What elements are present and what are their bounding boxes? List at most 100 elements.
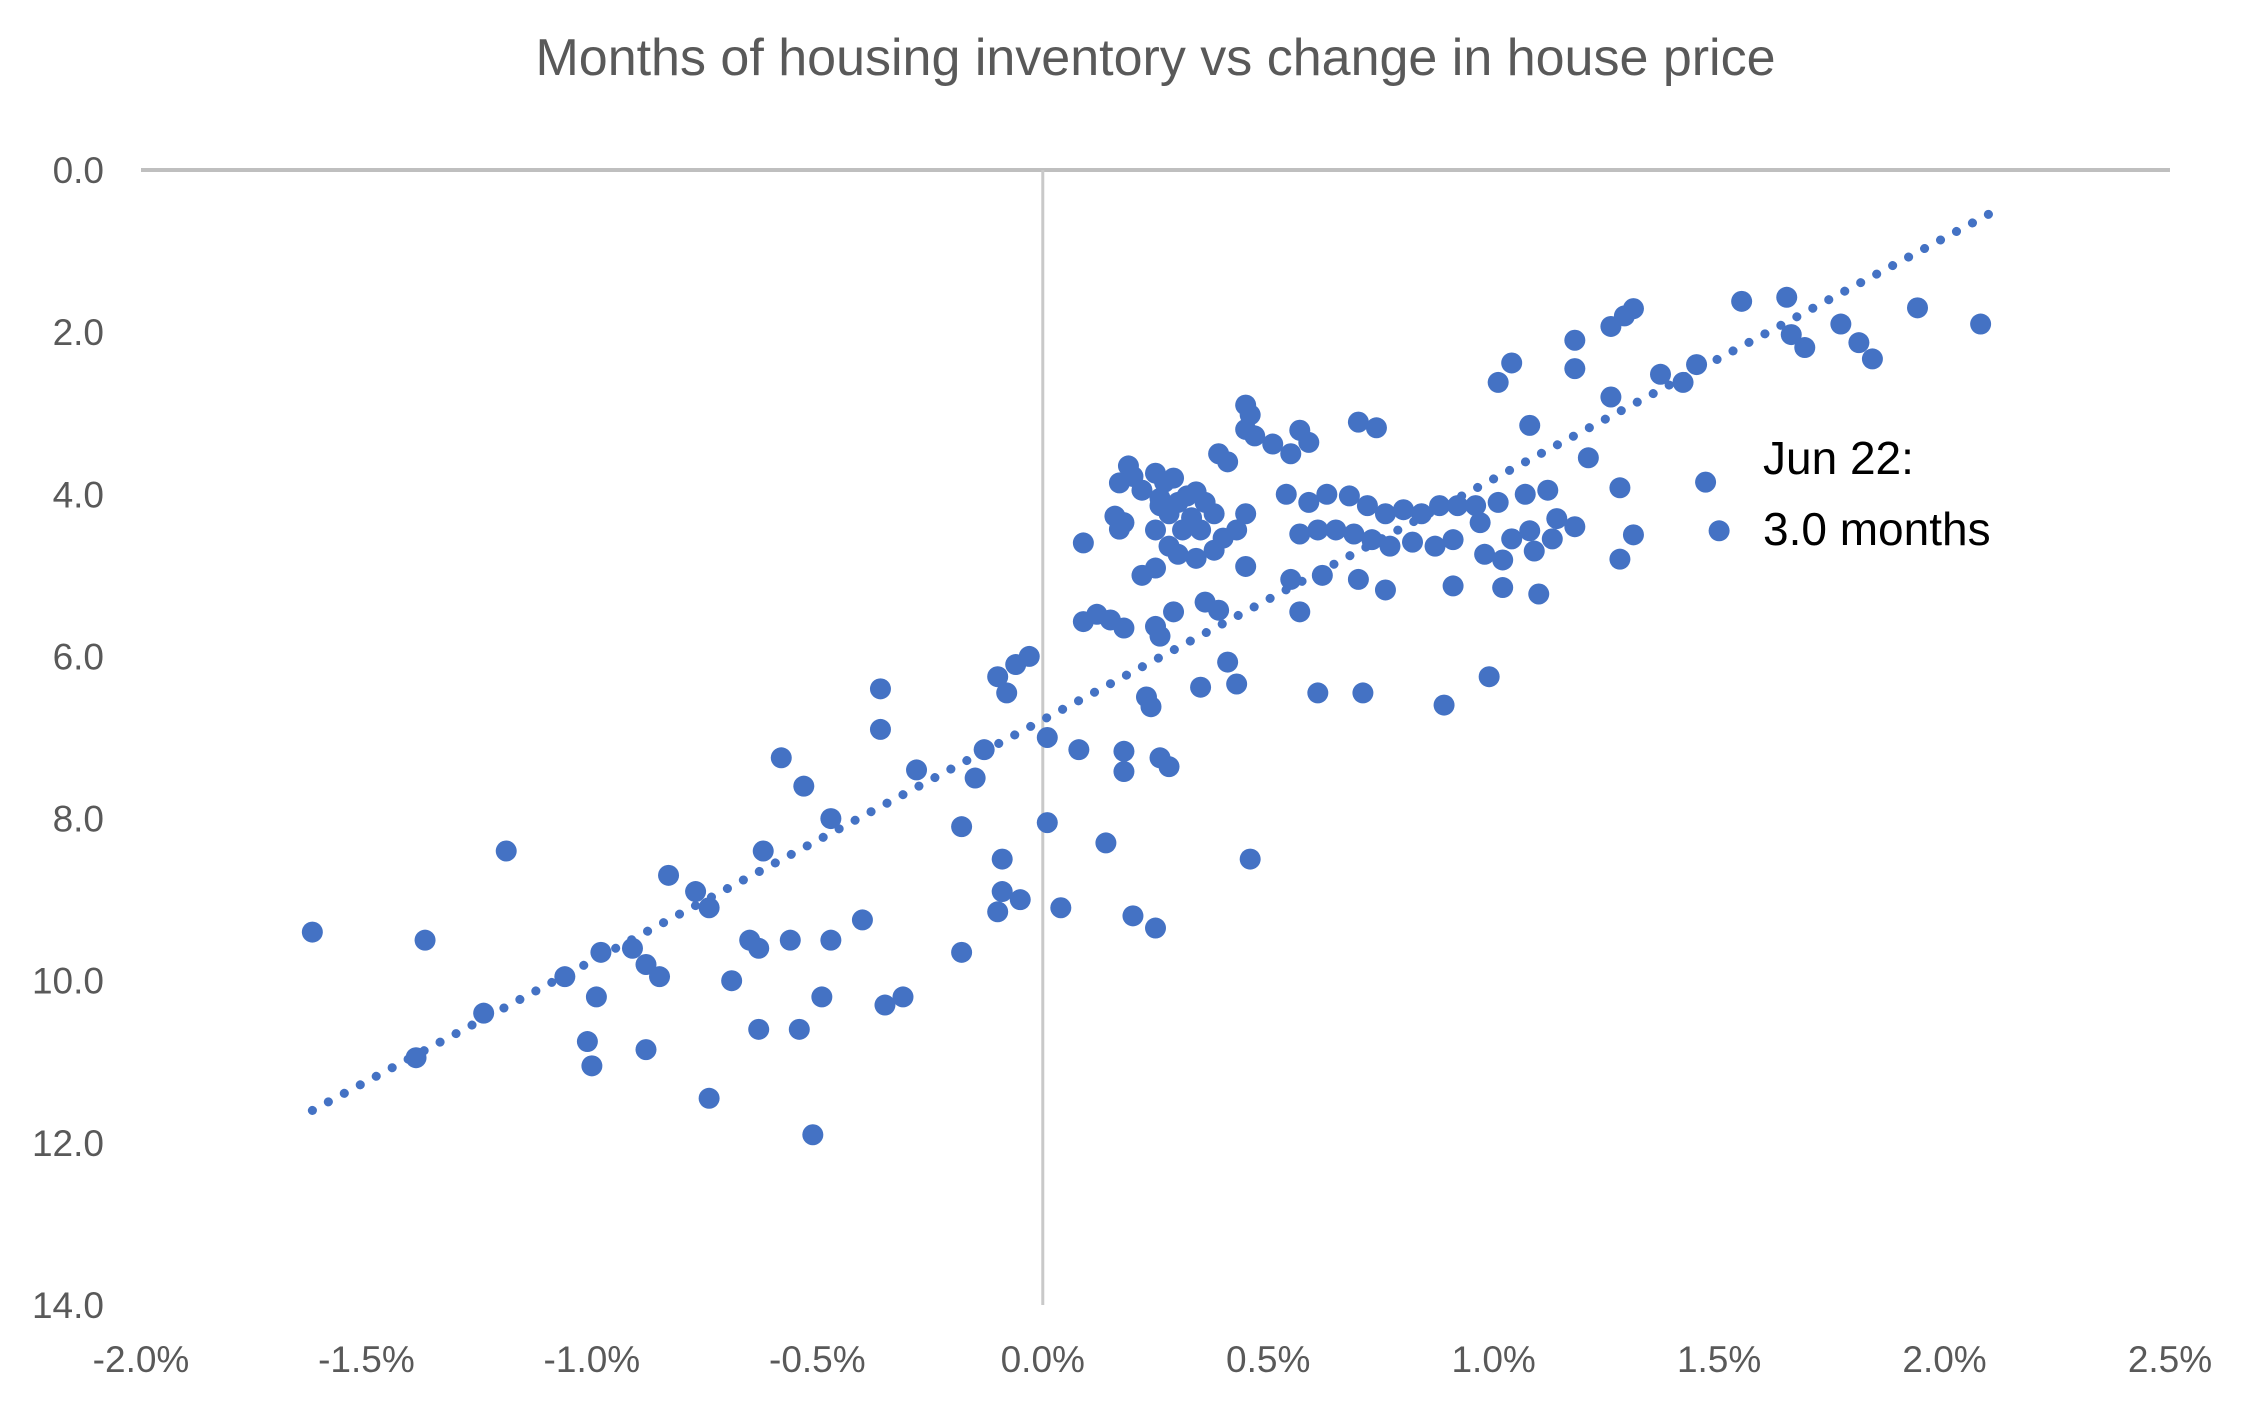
- data-point: [1537, 479, 1559, 501]
- data-point: [1235, 555, 1257, 577]
- data-point: [1311, 564, 1333, 586]
- data-point: [1672, 371, 1694, 393]
- data-point: [1501, 528, 1523, 550]
- data-point: [1343, 523, 1365, 545]
- data-point: [1474, 543, 1496, 565]
- data-point: [658, 864, 680, 886]
- data-point: [820, 929, 842, 951]
- data-point: [685, 881, 707, 903]
- data-point: [1600, 386, 1622, 408]
- data-point: [1447, 495, 1469, 517]
- data-point: [1907, 297, 1929, 319]
- data-point: [1411, 503, 1433, 525]
- data-point: [1365, 417, 1387, 439]
- data-point: [1970, 313, 1992, 335]
- data-point: [1794, 337, 1816, 359]
- data-point: [1609, 477, 1631, 499]
- data-point: [1036, 727, 1058, 748]
- data-point: [1487, 491, 1509, 513]
- data-point: [1442, 529, 1464, 551]
- data-point: [1131, 564, 1153, 586]
- data-point: [1239, 848, 1261, 870]
- data-point: [1316, 483, 1338, 505]
- data-point: [621, 937, 643, 959]
- data-point: [770, 747, 792, 769]
- data-point: [1289, 523, 1311, 545]
- data-point: [1686, 354, 1708, 376]
- y-tick-label: 14.0: [32, 1285, 104, 1326]
- data-point: [1374, 503, 1396, 525]
- data-point: [1402, 531, 1424, 553]
- data-point: [1280, 443, 1302, 465]
- data-point: [1280, 568, 1302, 590]
- data-point: [1541, 528, 1563, 550]
- data-point: [1262, 433, 1284, 455]
- data-point: [405, 1047, 427, 1069]
- y-tick-label: 8.0: [53, 799, 104, 840]
- data-point: [788, 1018, 810, 1040]
- data-point: [1622, 298, 1644, 320]
- data-point: [1190, 676, 1212, 698]
- x-tick-label: -2.0%: [93, 1339, 190, 1380]
- data-point: [1108, 472, 1130, 494]
- data-point: [1442, 575, 1464, 597]
- data-point: [1244, 425, 1266, 447]
- data-point: [1731, 290, 1753, 312]
- data-point: [1172, 519, 1194, 541]
- data-point: [1695, 471, 1717, 493]
- data-point: [1072, 611, 1094, 633]
- data-point: [991, 881, 1013, 903]
- data-point: [1113, 617, 1135, 639]
- data-point: [1307, 519, 1329, 541]
- x-tick-label: 1.0%: [1451, 1339, 1535, 1380]
- data-point: [1338, 485, 1360, 507]
- data-point: [301, 921, 323, 943]
- data-point: [576, 1031, 598, 1053]
- data-point: [739, 929, 761, 951]
- data-point: [1131, 479, 1153, 501]
- y-tick-label: 12.0: [32, 1123, 104, 1164]
- data-point: [1564, 329, 1586, 351]
- data-point: [1848, 332, 1870, 354]
- data-point: [1609, 548, 1631, 570]
- data-point: [1487, 371, 1509, 393]
- y-tick-label: 4.0: [53, 474, 104, 515]
- data-point: [585, 986, 607, 1008]
- data-point: [1519, 414, 1541, 436]
- data-point: [1347, 568, 1369, 590]
- data-point: [1226, 673, 1248, 695]
- data-point: [1501, 352, 1523, 374]
- data-point: [1492, 549, 1514, 571]
- data-point: [1036, 812, 1058, 834]
- data-point: [1163, 467, 1185, 489]
- data-point: [1072, 532, 1094, 554]
- data-point: [1095, 832, 1117, 854]
- data-point: [1140, 696, 1162, 718]
- data-point: [987, 901, 1009, 923]
- data-point: [1523, 540, 1545, 562]
- y-tick-label: 6.0: [53, 636, 104, 677]
- data-point: [1492, 577, 1514, 599]
- data-point: [1149, 625, 1171, 647]
- data-point: [590, 941, 612, 963]
- data-point: [1519, 520, 1541, 542]
- data-point: [964, 767, 986, 789]
- data-point: [906, 759, 928, 781]
- x-tick-label: -1.0%: [544, 1339, 641, 1380]
- data-point: [1564, 358, 1586, 380]
- annotation: Jun 22: 3.0 months: [1763, 423, 1991, 565]
- data-point: [1050, 897, 1072, 919]
- data-point: [1226, 519, 1248, 541]
- data-point: [820, 808, 842, 830]
- data-point: [414, 929, 436, 951]
- data-point: [996, 682, 1018, 704]
- data-point: [1145, 917, 1166, 939]
- data-point: [1122, 905, 1144, 927]
- data-point: [951, 816, 973, 838]
- data-point: [991, 848, 1013, 870]
- data-point: [1113, 740, 1135, 762]
- data-point: [1275, 483, 1297, 505]
- data-point: [1514, 483, 1536, 505]
- data-point: [1217, 651, 1239, 673]
